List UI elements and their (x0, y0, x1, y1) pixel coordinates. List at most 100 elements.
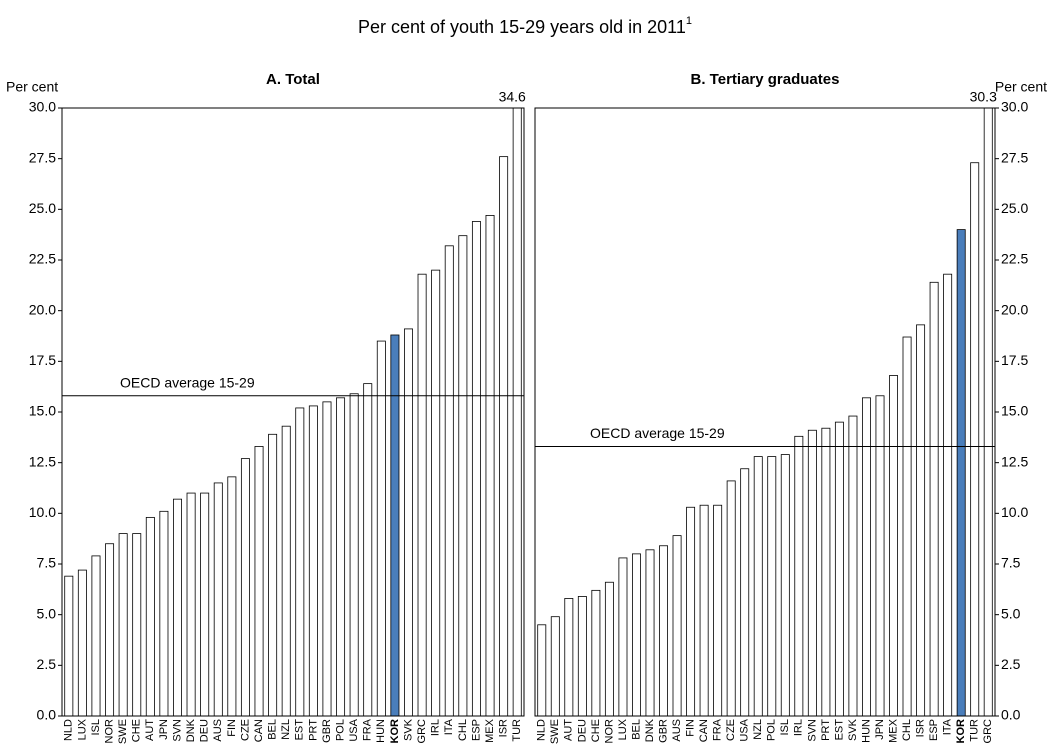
panel-title: A. Total (266, 71, 320, 88)
x-tick-label: PRT (820, 719, 832, 741)
x-tick-label: GRC (416, 719, 428, 744)
y-tick-label: 7.5 (1001, 555, 1021, 571)
bar (227, 476, 237, 716)
bar (929, 281, 939, 716)
chart-title: Per cent of youth 15-29 years old in 201… (358, 15, 692, 37)
x-tick-label: NOR (103, 719, 115, 744)
bar (564, 598, 574, 716)
x-tick-label: CHE (590, 719, 602, 742)
bar (268, 433, 278, 716)
x-tick-label: DNK (185, 718, 197, 742)
x-tick-label: GBR (657, 719, 669, 743)
x-tick-label: BEL (267, 719, 279, 740)
y-tick-label: 30.0 (29, 99, 56, 115)
y-tick-label: 25.0 (29, 200, 56, 216)
x-tick-label: NLD (536, 719, 548, 741)
bar (363, 383, 373, 716)
x-tick-label: HUN (375, 719, 387, 743)
x-tick-label: DEU (199, 719, 211, 742)
x-tick-label: TUR (511, 719, 523, 742)
x-tick-label: IRL (793, 719, 805, 736)
bar (281, 425, 291, 716)
bar (672, 535, 682, 716)
x-tick-label: EST (833, 719, 845, 741)
y-axis-label: Per cent (6, 79, 58, 95)
x-tick-label: JPN (874, 719, 886, 740)
bar (390, 334, 400, 716)
y-tick-label: 17.5 (1001, 352, 1028, 368)
x-tick-label: POL (334, 719, 346, 741)
bar (254, 446, 264, 716)
bar (91, 555, 101, 716)
x-tick-label: IRL (430, 719, 442, 736)
bar (943, 273, 953, 716)
bar (159, 510, 169, 716)
x-tick-label: USA (739, 718, 751, 741)
x-tick-label: ITA (942, 718, 954, 735)
y-tick-label: 12.5 (29, 453, 56, 469)
bar (713, 504, 723, 716)
bar (740, 468, 750, 716)
x-tick-label: SVK (402, 718, 414, 741)
bar (431, 269, 441, 716)
panel-title: B. Tertiary graduates (691, 71, 840, 88)
bar (834, 421, 844, 716)
bar (916, 324, 926, 716)
bars (537, 108, 993, 716)
bar (956, 229, 966, 716)
x-tick-label: CHL (457, 719, 469, 741)
x-tick-label: LUX (617, 718, 629, 740)
value-label: 34.6 (499, 89, 526, 105)
x-tick-label: DNK (644, 718, 656, 742)
bar (902, 336, 912, 716)
x-tick-label: CHE (131, 719, 143, 742)
bar (686, 506, 696, 716)
bar (105, 543, 115, 716)
x-tick-label: KOR (389, 719, 401, 744)
bar (145, 516, 155, 716)
y-tick-label: 30.0 (1001, 99, 1028, 115)
bar (200, 492, 210, 716)
x-tick-label: SWE (549, 719, 561, 744)
x-tick-label: CAN (698, 719, 710, 742)
bar (659, 545, 668, 716)
bar (458, 235, 468, 716)
x-tick-label: SVN (171, 719, 183, 742)
bar (753, 456, 763, 716)
bar (550, 616, 560, 716)
x-tick-label: ISL (779, 719, 791, 736)
y-tick-label: 17.5 (29, 352, 56, 368)
bar (577, 596, 587, 716)
bar (537, 624, 547, 716)
x-tick-label: PRT (307, 719, 319, 741)
x-tick-label: CZE (725, 719, 737, 741)
bar (767, 456, 777, 716)
x-tick-label: USA (348, 718, 360, 741)
bar (349, 393, 359, 716)
x-tick-label: FRA (712, 718, 724, 741)
bar (308, 405, 318, 716)
bar (417, 273, 427, 716)
bar (499, 156, 509, 716)
x-tick-label: AUS (671, 719, 683, 742)
value-label: 30.3 (970, 89, 997, 105)
x-tick-label: NOR (603, 719, 615, 744)
y-tick-label: 25.0 (1001, 200, 1028, 216)
bar (376, 340, 386, 716)
x-tick-label: NZL (280, 719, 292, 740)
x-tick-label: BEL (630, 719, 642, 740)
bar (322, 401, 332, 716)
reference-label: OECD average 15-29 (590, 425, 725, 441)
x-tick-label: CAN (253, 719, 265, 742)
bar (862, 397, 871, 716)
x-tick-label: SVN (806, 719, 818, 742)
x-tick-label: CHL (901, 719, 913, 741)
bar (632, 553, 641, 716)
bar (213, 482, 223, 716)
x-tick-label: POL (766, 719, 778, 741)
x-tick-label: KOR (955, 719, 967, 744)
y-tick-label: 20.0 (29, 301, 56, 317)
bar (240, 458, 250, 716)
x-tick-label: FIN (226, 719, 238, 737)
bar (645, 549, 655, 716)
